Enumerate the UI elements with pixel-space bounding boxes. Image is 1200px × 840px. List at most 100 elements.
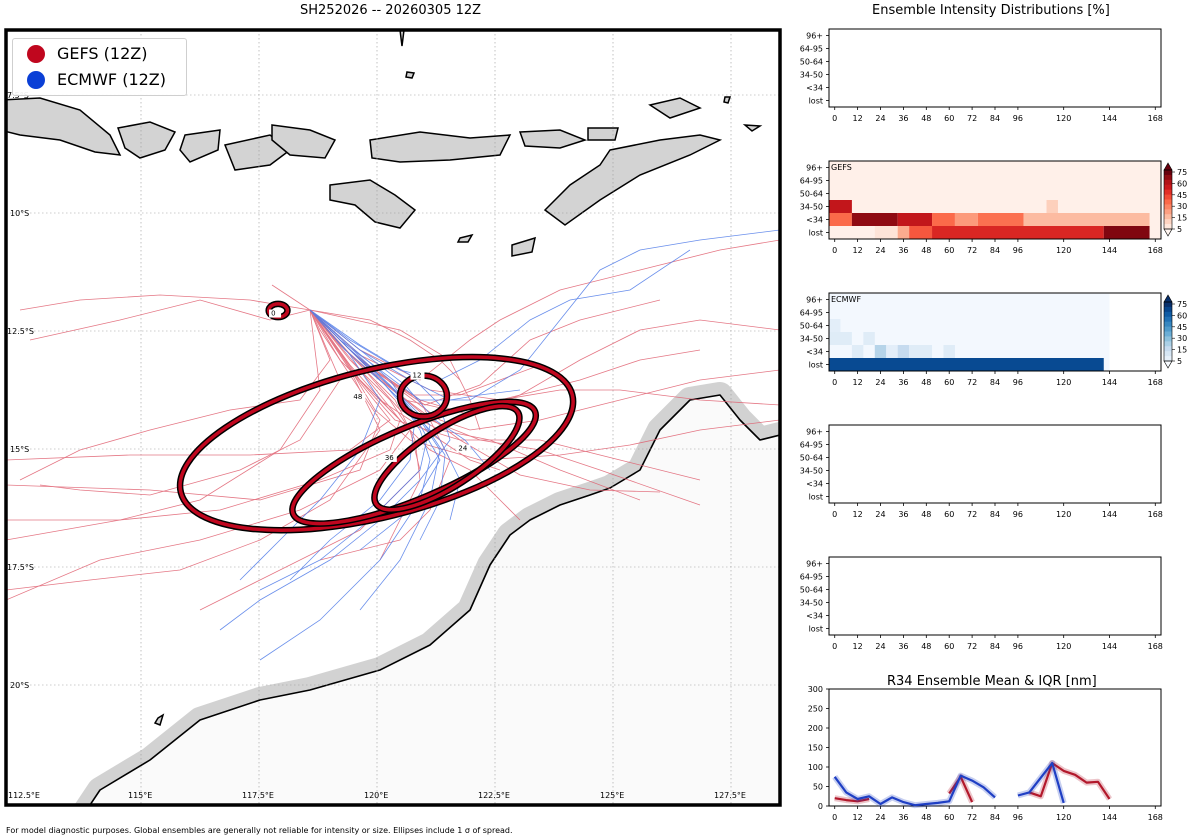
x-tick-label: 72 [967,246,977,255]
lat-label: 12.5°S [7,327,34,336]
ellipse-24 [290,399,538,526]
y-tick-label: 64-95 [800,45,823,54]
colorbar-tick-label: 15 [1177,214,1187,223]
x-tick-label: 120 [1056,378,1071,387]
x-tick-label: 36 [898,642,908,651]
map-legend: GEFS (12Z) ECMWF (12Z) [12,38,187,96]
x-tick-label: 72 [967,114,977,123]
x-tick-label: 144 [1102,246,1117,255]
x-tick-label: 0 [832,246,837,255]
x-tick-label: 48 [921,114,931,123]
colorbar-step [1164,194,1172,200]
y-tick-label: 34-50 [800,335,823,344]
x-tick-label: 0 [832,813,837,822]
x-tick-label: 168 [1148,642,1163,651]
y-tick-label: <34 [806,480,823,489]
x-tick-label: 48 [921,246,931,255]
ellipse-label-48: 48 [351,393,366,402]
y-tick-label: 50-64 [800,454,823,463]
ensemble-panels: 96+ 64-95 50-64 34-50 <34 lost 0 12 24 36 48 60 72 84… [800,28,1187,822]
x-tick-label: 168 [1148,246,1163,255]
colorbar-tick-label: 60 [1177,311,1187,320]
y-tick-label: 300 [808,685,823,694]
y-tick-label: lost [809,625,823,634]
x-tick-label: 144 [1102,114,1117,123]
colorbar-frame [1163,169,1173,230]
x-tick-label: 168 [1148,510,1163,519]
lon-label: 112.5°E [8,791,40,800]
colorbar-step [1164,326,1172,332]
colorbar-extend-min [1163,228,1173,237]
y-tick-label: 200 [808,724,823,733]
x-tick-label: 60 [944,642,954,651]
x-tick-label: 96 [1013,378,1023,387]
x-tick-label: 72 [967,378,977,387]
colorbar-step [1164,336,1172,342]
heatmap-cell [943,345,955,358]
colorbar-step [1164,346,1172,352]
heatmap-cell [886,345,898,358]
colorbar-tick-label: 15 [1177,346,1187,355]
r34-frame [828,688,1162,807]
x-tick-label: 12 [853,114,863,123]
map-title: SH252026 -- 20260305 12Z [300,3,482,18]
x-tick-label: 60 [944,510,954,519]
map-gridlines [6,30,780,805]
x-tick-label: 96 [1013,510,1023,519]
x-tick-label: 96 [1013,642,1023,651]
r34-line-gefs [834,797,870,803]
svg-text:24: 24 [458,445,467,453]
y-tick-label: 150 [808,744,823,753]
x-tick-label: 36 [898,510,908,519]
colorbar-tick-label: 45 [1177,191,1187,200]
ensemble-intensity-gefs: 96+ 64-95 50-64 34-50 <34 lost 0 12 24 36 48 60 72 84… [800,160,1187,255]
heatmap-cell [897,213,933,226]
y-tick-label: 64-95 [800,441,823,450]
colorbar-extend-min [1163,360,1173,369]
svg-text:48: 48 [353,393,362,401]
x-tick-label: 60 [944,114,954,123]
y-tick-label: 96+ [806,428,823,437]
y-tick-label: <34 [806,84,823,93]
ensemble-title: Ensemble Intensity Distributions [%] [872,3,1110,18]
panel-frame [828,556,1162,636]
colorbar-tick-label: 45 [1177,323,1187,332]
x-tick-label: 144 [1102,813,1117,822]
lat-label: 15°S [10,445,29,454]
colorbar-frame [1163,301,1173,362]
colorbar-step [1164,356,1172,362]
x-tick-label: 24 [875,510,885,519]
indonesian-islands [6,30,763,727]
colorbar-step [1164,170,1172,176]
x-tick-label: 12 [853,510,863,519]
heatmap-cell [909,226,933,239]
heatmap-cell [1103,226,1150,239]
x-tick-label: 168 [1148,813,1163,822]
lat-label: 10°S [10,209,29,218]
colorbar-tick-label: 5 [1177,225,1182,234]
ensemble-intensity-blank-2: 96+ 64-95 50-64 34-50 <34 lost 0 12 24 36 48 60 72 84… [800,556,1163,651]
y-tick-label: 64-95 [800,309,823,318]
panel-frame [828,424,1162,504]
x-tick-label: 72 [967,642,977,651]
panel-model-label: GEFS [831,163,852,172]
ensemble-intensity-blank-1: 96+ 64-95 50-64 34-50 <34 lost 0 12 24 36 48 60 72 84… [800,424,1163,519]
x-tick-label: 12 [853,246,863,255]
y-tick-label: lost [809,493,823,502]
heatmap-cell [829,358,1104,371]
r34-line-gefs [1028,762,1111,800]
x-tick-label: 48 [921,813,931,822]
y-tick-label: lost [809,361,823,370]
x-tick-label: 144 [1102,378,1117,387]
x-tick-label: 0 [832,378,837,387]
ellipse-36 [372,404,522,512]
lon-label: 120°E [364,791,388,800]
y-tick-label: 34-50 [800,203,823,212]
y-tick-label: 100 [808,763,823,772]
y-tick-label: lost [809,229,823,238]
ensemble-intensity-top: 96+ 64-95 50-64 34-50 <34 lost 0 12 24 36 48 60 72 84… [800,28,1163,123]
x-tick-label: 36 [898,114,908,123]
y-tick-label: 64-95 [800,573,823,582]
colorbar-step [1164,311,1172,318]
x-tick-label: 48 [921,642,931,651]
